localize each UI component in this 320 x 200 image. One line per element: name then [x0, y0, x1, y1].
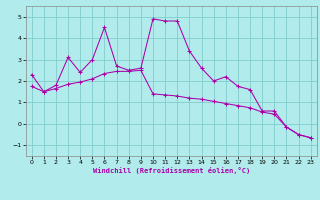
X-axis label: Windchill (Refroidissement éolien,°C): Windchill (Refroidissement éolien,°C) [92, 167, 250, 174]
